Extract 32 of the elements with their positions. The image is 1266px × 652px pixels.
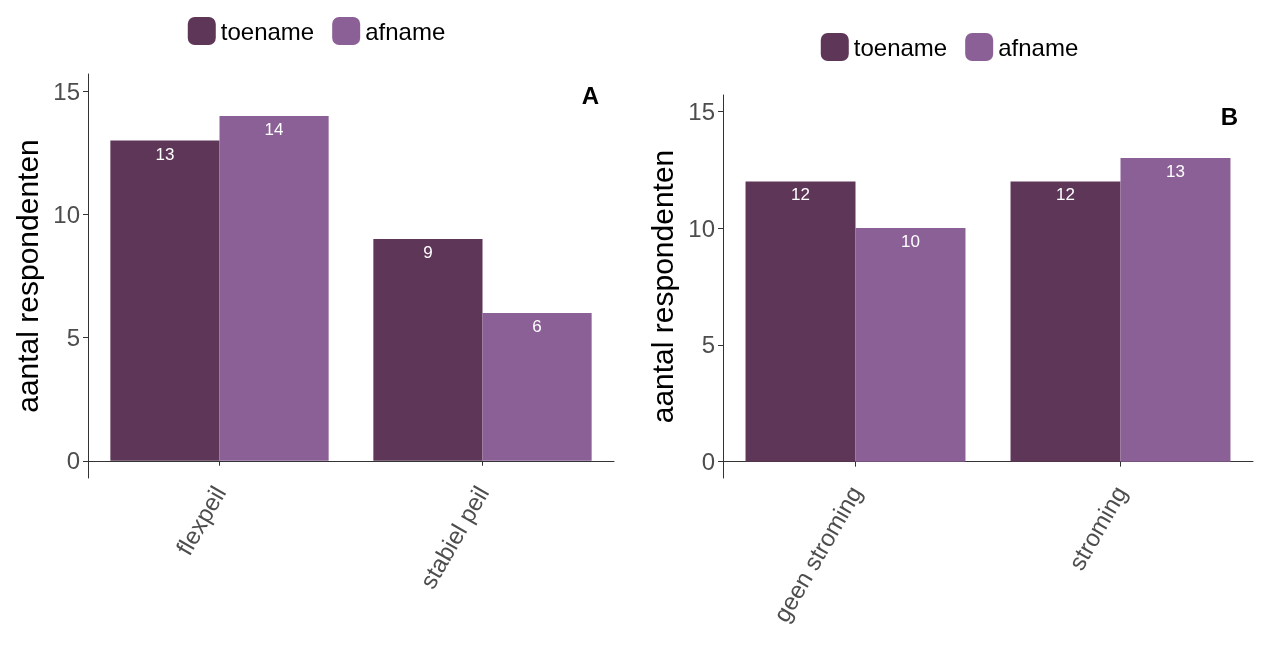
bar xyxy=(110,140,220,461)
bar xyxy=(1010,181,1121,462)
legend-label: toename xyxy=(220,17,315,45)
data-label: 12 xyxy=(1056,185,1075,205)
chart-title: A xyxy=(581,81,600,109)
bar xyxy=(482,312,592,461)
data-label: 13 xyxy=(155,144,175,164)
data-label: 13 xyxy=(1166,162,1185,182)
y-tick-label: 0 xyxy=(701,448,715,476)
y-tick-label: 5 xyxy=(66,324,80,352)
y-tick-label: 10 xyxy=(688,214,715,242)
y-axis-title: aantal respondenten xyxy=(645,149,679,424)
data-label: 9 xyxy=(423,243,433,263)
data-label: 12 xyxy=(791,185,810,205)
legend-label: afname xyxy=(365,17,446,45)
y-axis-title: aantal respondenten xyxy=(10,139,44,413)
y-tick-label: 5 xyxy=(701,331,715,359)
data-label: 14 xyxy=(264,119,284,139)
legend-label: afname xyxy=(998,33,1079,61)
bar xyxy=(1120,158,1231,462)
bar xyxy=(373,239,483,461)
bar xyxy=(745,181,856,462)
y-tick-label: 15 xyxy=(53,77,80,105)
data-label: 10 xyxy=(901,232,920,252)
bar xyxy=(855,228,966,462)
data-label: 6 xyxy=(532,316,542,336)
y-tick-label: 0 xyxy=(66,447,80,475)
chart-title: B xyxy=(1220,102,1239,130)
y-tick-label: 15 xyxy=(688,97,715,125)
legend-label: toename xyxy=(853,33,948,61)
bar xyxy=(219,115,329,461)
y-tick-label: 10 xyxy=(53,200,80,228)
